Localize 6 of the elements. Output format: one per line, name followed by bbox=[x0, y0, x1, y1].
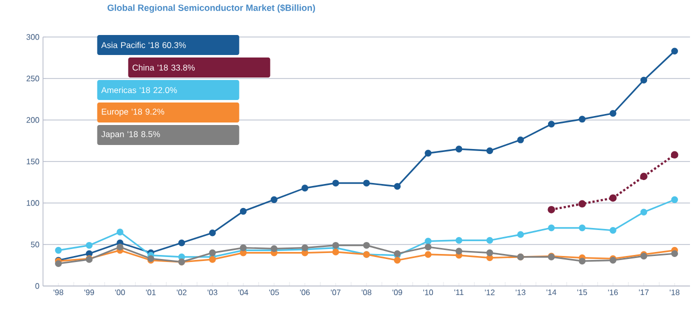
text: Asia Pacific '18 60.3% bbox=[101, 42, 186, 48]
chart-title: Global Regional Semiconductor Market ($Billion) bbox=[108, 4, 316, 13]
text: Americas '18 22.0% bbox=[101, 86, 177, 94]
text: Japan '18 8.5% bbox=[101, 131, 160, 139]
text: China '18 33.8% bbox=[132, 64, 195, 71]
text: Europe '18 9.2% bbox=[102, 108, 164, 116]
